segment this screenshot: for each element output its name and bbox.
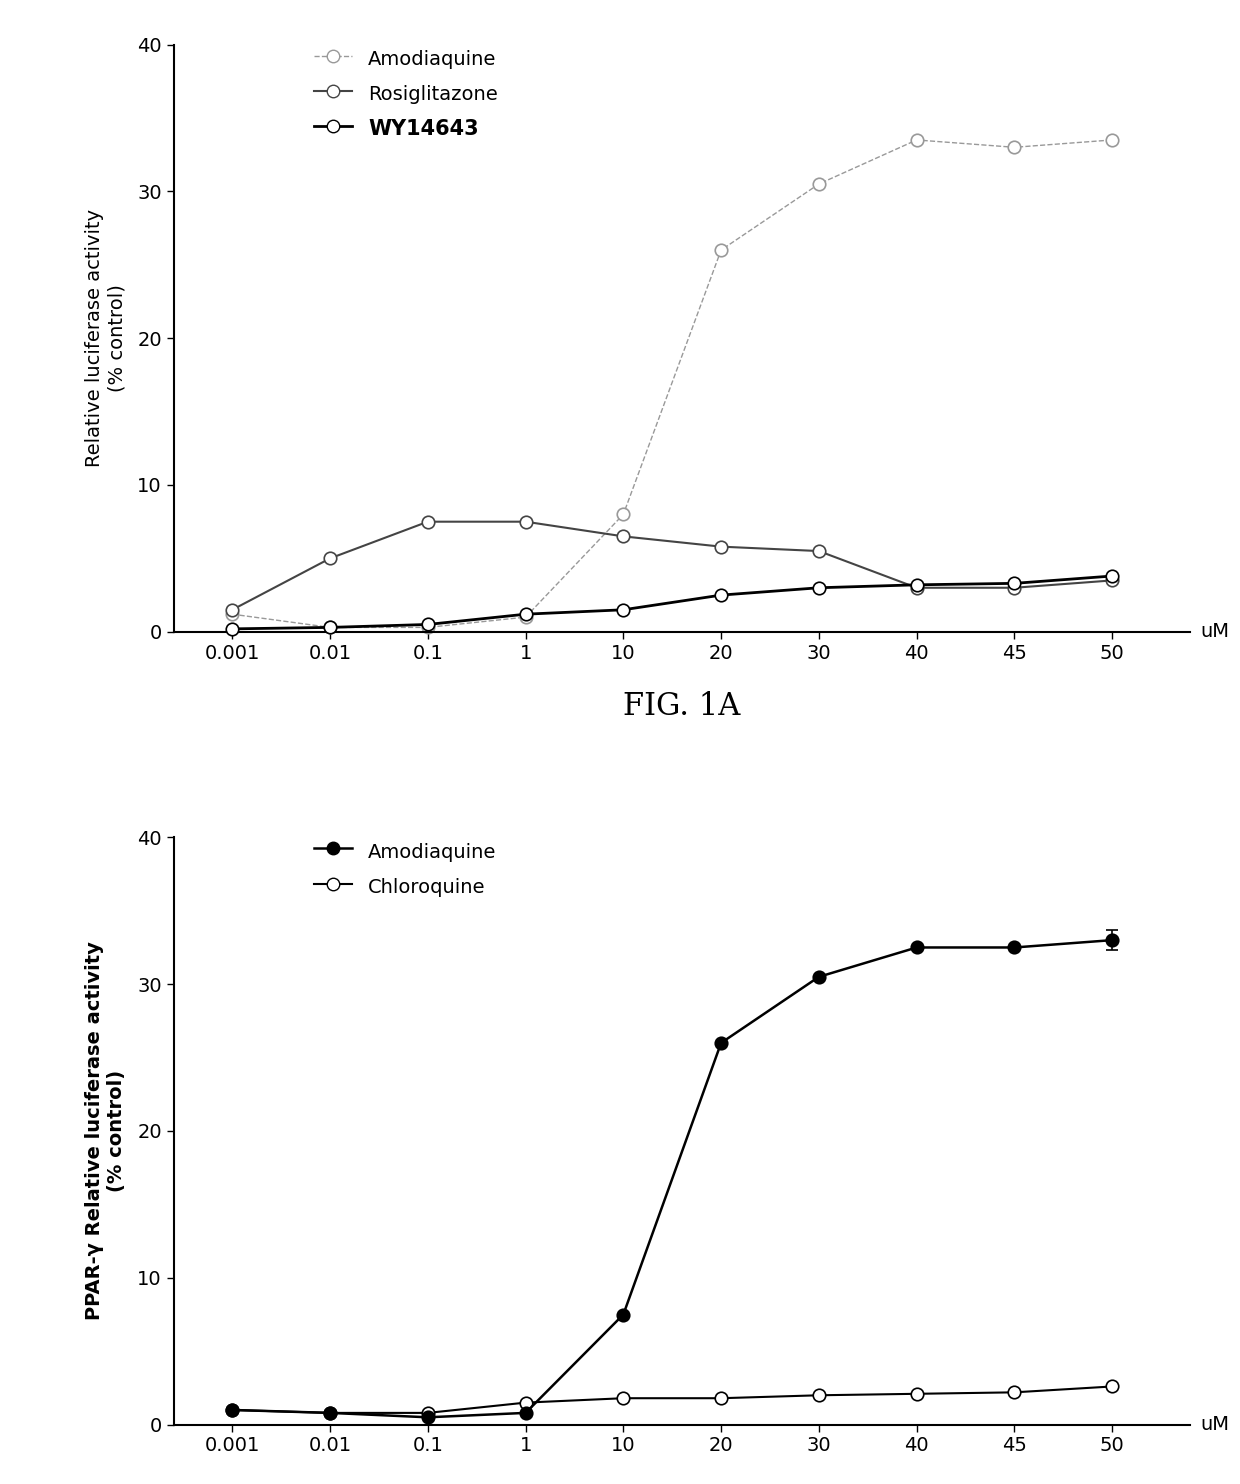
- Chloroquine: [322, 1404, 337, 1422]
- Amodiaquine: [420, 1408, 435, 1426]
- Amodiaquine: [909, 131, 924, 148]
- Amodiaquine: [616, 506, 631, 524]
- WY14643: [714, 586, 729, 604]
- WY14643: [811, 579, 826, 597]
- Amodiaquine: [322, 619, 337, 637]
- Chloroquine: [714, 1389, 729, 1407]
- Amodiaquine: [518, 1404, 533, 1422]
- Amodiaquine: [322, 1404, 337, 1422]
- Y-axis label: PPAR-γ Relative luciferase activity
(% control): PPAR-γ Relative luciferase activity (% c…: [86, 941, 126, 1321]
- Line: Rosiglitazone: Rosiglitazone: [226, 515, 1118, 616]
- Rosiglitazone: [322, 549, 337, 567]
- Line: WY14643: WY14643: [226, 570, 1118, 635]
- WY14643: [1105, 567, 1120, 585]
- Rosiglitazone: [224, 601, 239, 619]
- Amodiaquine: [909, 938, 924, 956]
- Chloroquine: [811, 1386, 826, 1404]
- Amodiaquine: [714, 1034, 729, 1052]
- Text: uM: uM: [1200, 622, 1229, 641]
- Line: Amodiaquine: Amodiaquine: [226, 134, 1118, 634]
- Amodiaquine: [518, 608, 533, 626]
- WY14643: [420, 616, 435, 634]
- Line: Chloroquine: Chloroquine: [226, 1380, 1118, 1419]
- Rosiglitazone: [811, 542, 826, 559]
- Amodiaquine: [616, 1306, 631, 1324]
- Legend: Amodiaquine, Chloroquine: Amodiaquine, Chloroquine: [306, 831, 505, 907]
- Chloroquine: [909, 1385, 924, 1402]
- Line: Amodiaquine: Amodiaquine: [226, 933, 1118, 1423]
- Rosiglitazone: [714, 537, 729, 555]
- Amodiaquine: [224, 1401, 239, 1419]
- WY14643: [909, 576, 924, 594]
- Y-axis label: Relative luciferase activity
(% control): Relative luciferase activity (% control): [86, 209, 126, 467]
- Chloroquine: [420, 1404, 435, 1422]
- Amodiaquine: [1105, 131, 1120, 148]
- Rosiglitazone: [909, 579, 924, 597]
- Amodiaquine: [811, 968, 826, 985]
- WY14643: [224, 620, 239, 638]
- Text: uM: uM: [1200, 1416, 1229, 1434]
- Chloroquine: [1105, 1377, 1120, 1395]
- Chloroquine: [1007, 1383, 1022, 1401]
- Chloroquine: [224, 1401, 239, 1419]
- WY14643: [616, 601, 631, 619]
- WY14643: [322, 619, 337, 637]
- Amodiaquine: [811, 175, 826, 193]
- WY14643: [1007, 574, 1022, 592]
- Amodiaquine: [224, 605, 239, 623]
- Amodiaquine: [1007, 138, 1022, 156]
- Amodiaquine: [420, 619, 435, 637]
- WY14643: [518, 605, 533, 623]
- Rosiglitazone: [518, 513, 533, 531]
- Rosiglitazone: [420, 513, 435, 531]
- Rosiglitazone: [616, 527, 631, 545]
- Amodiaquine: [1105, 932, 1120, 950]
- Amodiaquine: [714, 242, 729, 260]
- Rosiglitazone: [1007, 579, 1022, 597]
- Amodiaquine: [1007, 938, 1022, 956]
- Chloroquine: [616, 1389, 631, 1407]
- Text: FIG. 1A: FIG. 1A: [624, 692, 740, 723]
- Legend: Amodiaquine, Rosiglitazone, WY14643: Amodiaquine, Rosiglitazone, WY14643: [306, 39, 506, 148]
- Rosiglitazone: [1105, 571, 1120, 589]
- Chloroquine: [518, 1393, 533, 1411]
